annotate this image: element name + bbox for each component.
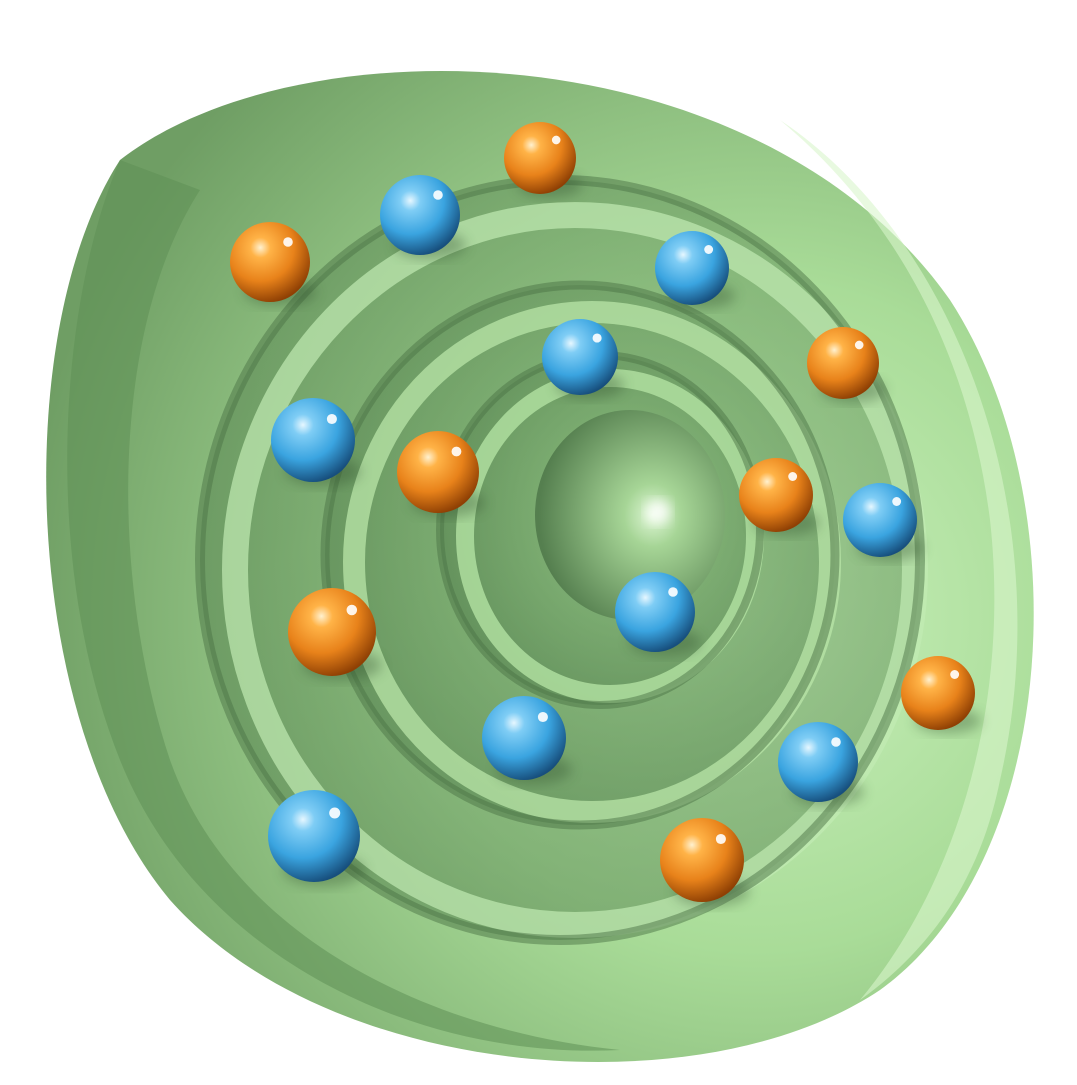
blue-particle bbox=[778, 722, 864, 806]
orange-particle bbox=[230, 222, 316, 306]
blue-particle bbox=[615, 572, 701, 656]
blue-particle bbox=[655, 231, 736, 309]
blue-particle bbox=[482, 696, 572, 785]
blue-particle bbox=[268, 790, 366, 887]
orange-particle bbox=[901, 656, 982, 734]
orange-particle bbox=[660, 818, 750, 907]
particles bbox=[230, 122, 982, 907]
orange-particle bbox=[288, 588, 382, 681]
orange-particle bbox=[397, 431, 485, 518]
blue-particle bbox=[843, 483, 924, 561]
blue-particle bbox=[542, 319, 625, 399]
blue-particle bbox=[271, 398, 361, 487]
orange-particle bbox=[807, 327, 886, 403]
orange-particle bbox=[504, 122, 583, 198]
core bbox=[535, 410, 725, 620]
orange-particle bbox=[739, 458, 820, 536]
blue-particle bbox=[380, 175, 466, 259]
